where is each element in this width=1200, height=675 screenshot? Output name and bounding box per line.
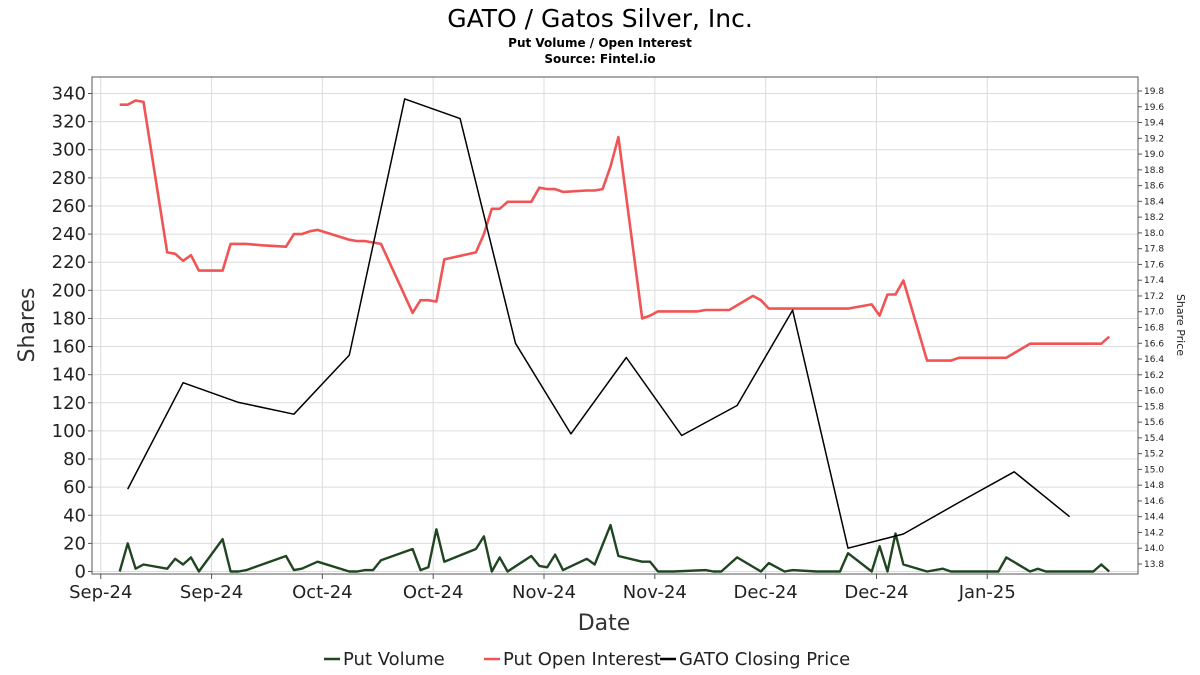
x-tick-label: Dec-24 [734,582,798,603]
legend-label-put-open-interest: Put Open Interest [503,649,661,670]
y2-tick-label: 14.2 [1144,528,1164,538]
right-axis-ticks: 13.8 14.0 14.2 14.4 14.6 14.8 15.0 15.2 15.4 15.6… [1138,87,1164,570]
y2-tick-label: 17.6 [1144,260,1164,270]
y2-tick-label: 14.8 [1144,481,1164,491]
y2-tick-label: 13.8 [1144,560,1164,570]
y2-tick-label: 19.8 [1144,87,1164,97]
y-tick-label: 100 [52,421,86,442]
put-open-interest-line [119,99,1111,362]
y-tick-label: 320 [52,112,86,133]
x-tick-label: Nov-24 [512,582,576,603]
y-tick-label: 280 [52,168,86,189]
y2-axis-label: Share Price [1174,294,1187,356]
x-tick-label: Sep-24 [180,582,243,603]
x-tick-label: Dec-24 [844,582,908,603]
y-tick-label: 200 [52,280,86,301]
left-axis-ticks: 0 20 40 60 80 100 120 140 160 180 200 220 240 260 280 3… [52,84,92,583]
y-tick-label: 140 [52,365,86,386]
x-axis-label: Date [578,611,631,636]
y2-tick-label: 16.0 [1144,387,1164,397]
y-tick-label: 40 [63,505,86,526]
y2-tick-label: 18.2 [1144,213,1164,223]
y2-tick-label: 18.6 [1144,182,1164,192]
y2-tick-label: 15.2 [1144,450,1164,460]
plot-frame [91,76,1139,575]
y2-tick-label: 19.0 [1144,150,1164,160]
y2-tick-label: 16.8 [1144,324,1164,334]
y2-tick-label: 17.0 [1144,308,1164,318]
y-tick-label: 80 [63,449,86,470]
x-tick-label: Oct-24 [292,582,353,603]
y-tick-label: 340 [52,84,86,105]
y2-tick-label: 14.6 [1144,497,1164,507]
x-axis-ticks: Sep-24 Sep-24 Oct-24 Oct-24 Nov-24 Nov-24 Dec-… [69,574,1016,603]
y2-tick-label: 19.6 [1144,103,1164,113]
y2-tick-label: 17.4 [1144,276,1164,286]
series-layer [118,98,1111,573]
y-tick-label: 0 [75,562,86,583]
y2-tick-label: 16.6 [1144,339,1164,349]
y-tick-label: 160 [52,337,86,358]
y2-tick-label: 19.2 [1144,134,1164,144]
y-tick-label: 300 [52,140,86,161]
chart-source: Source: Fintel.io [544,52,655,66]
y-tick-label: 180 [52,308,86,329]
grid-layer [92,77,1138,574]
gato-closing-price-line [127,98,1071,549]
y2-tick-label: 17.8 [1144,245,1164,255]
x-tick-label: Oct-24 [403,582,464,603]
y2-tick-label: 15.0 [1144,465,1164,475]
y-tick-label: 240 [52,224,86,245]
y-tick-label: 60 [63,477,86,498]
y-tick-label: 220 [52,252,86,273]
legend-label-gato-closing-price: GATO Closing Price [679,649,850,670]
chart-title: GATO / Gatos Silver, Inc. [447,4,753,33]
x-tick-label: Sep-24 [69,582,132,603]
y2-tick-label: 15.4 [1144,434,1164,444]
y2-tick-label: 16.4 [1144,355,1164,365]
y2-tick-label: 17.2 [1144,292,1164,302]
y2-tick-label: 18.8 [1144,166,1164,176]
legend: Put Volume Put Open Interest GATO Closing … [324,649,850,670]
y2-tick-label: 18.0 [1144,229,1164,239]
x-tick-label: Jan-25 [958,582,1016,603]
y-tick-label: 120 [52,393,86,414]
y-axis-label: Shares [15,288,40,363]
y2-tick-label: 19.4 [1144,119,1164,129]
y-tick-label: 20 [63,533,86,554]
y2-tick-label: 15.6 [1144,418,1164,428]
legend-label-put-volume: Put Volume [343,649,445,670]
y2-tick-label: 14.0 [1144,544,1164,554]
y2-tick-label: 18.4 [1144,197,1164,207]
chart-subtitle: Put Volume / Open Interest [508,36,692,50]
y-tick-label: 260 [52,196,86,217]
y2-tick-label: 16.2 [1144,371,1164,381]
y2-tick-label: 15.8 [1144,402,1164,412]
put-volume-line [118,523,1110,573]
y2-tick-label: 14.4 [1144,513,1164,523]
x-tick-label: Nov-24 [623,582,687,603]
